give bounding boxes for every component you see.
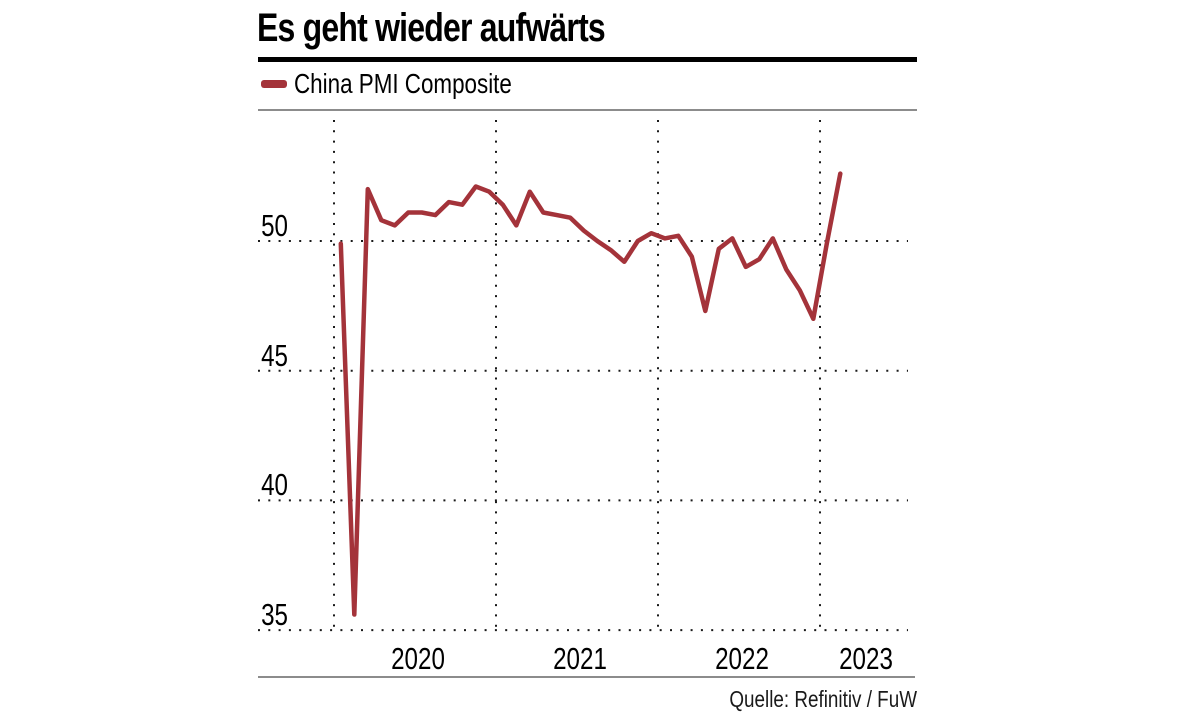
y-tick-label-35: 35 xyxy=(261,597,288,632)
legend-label: China PMI Composite xyxy=(294,68,512,99)
pmi-composite-line xyxy=(338,171,843,617)
pmi-line-chart xyxy=(258,120,908,632)
chart-title: Es geht wieder aufwärts xyxy=(257,6,606,50)
x-tick-label-2023: 2023 xyxy=(839,641,893,676)
legend-rule xyxy=(258,109,917,111)
plot-area xyxy=(258,120,908,636)
legend-line-swatch xyxy=(261,80,287,88)
x-tick-label-2022: 2022 xyxy=(715,641,769,676)
y-tick-label-45: 45 xyxy=(261,338,288,373)
footer-rule xyxy=(258,676,915,678)
title-rule xyxy=(258,57,917,62)
x-tick-label-2021: 2021 xyxy=(553,641,607,676)
y-tick-label-40: 40 xyxy=(261,467,288,502)
source-label: Quelle: Refinitiv / FuW xyxy=(729,686,917,712)
y-tick-label-50: 50 xyxy=(261,208,288,243)
x-tick-label-2020: 2020 xyxy=(391,641,445,676)
